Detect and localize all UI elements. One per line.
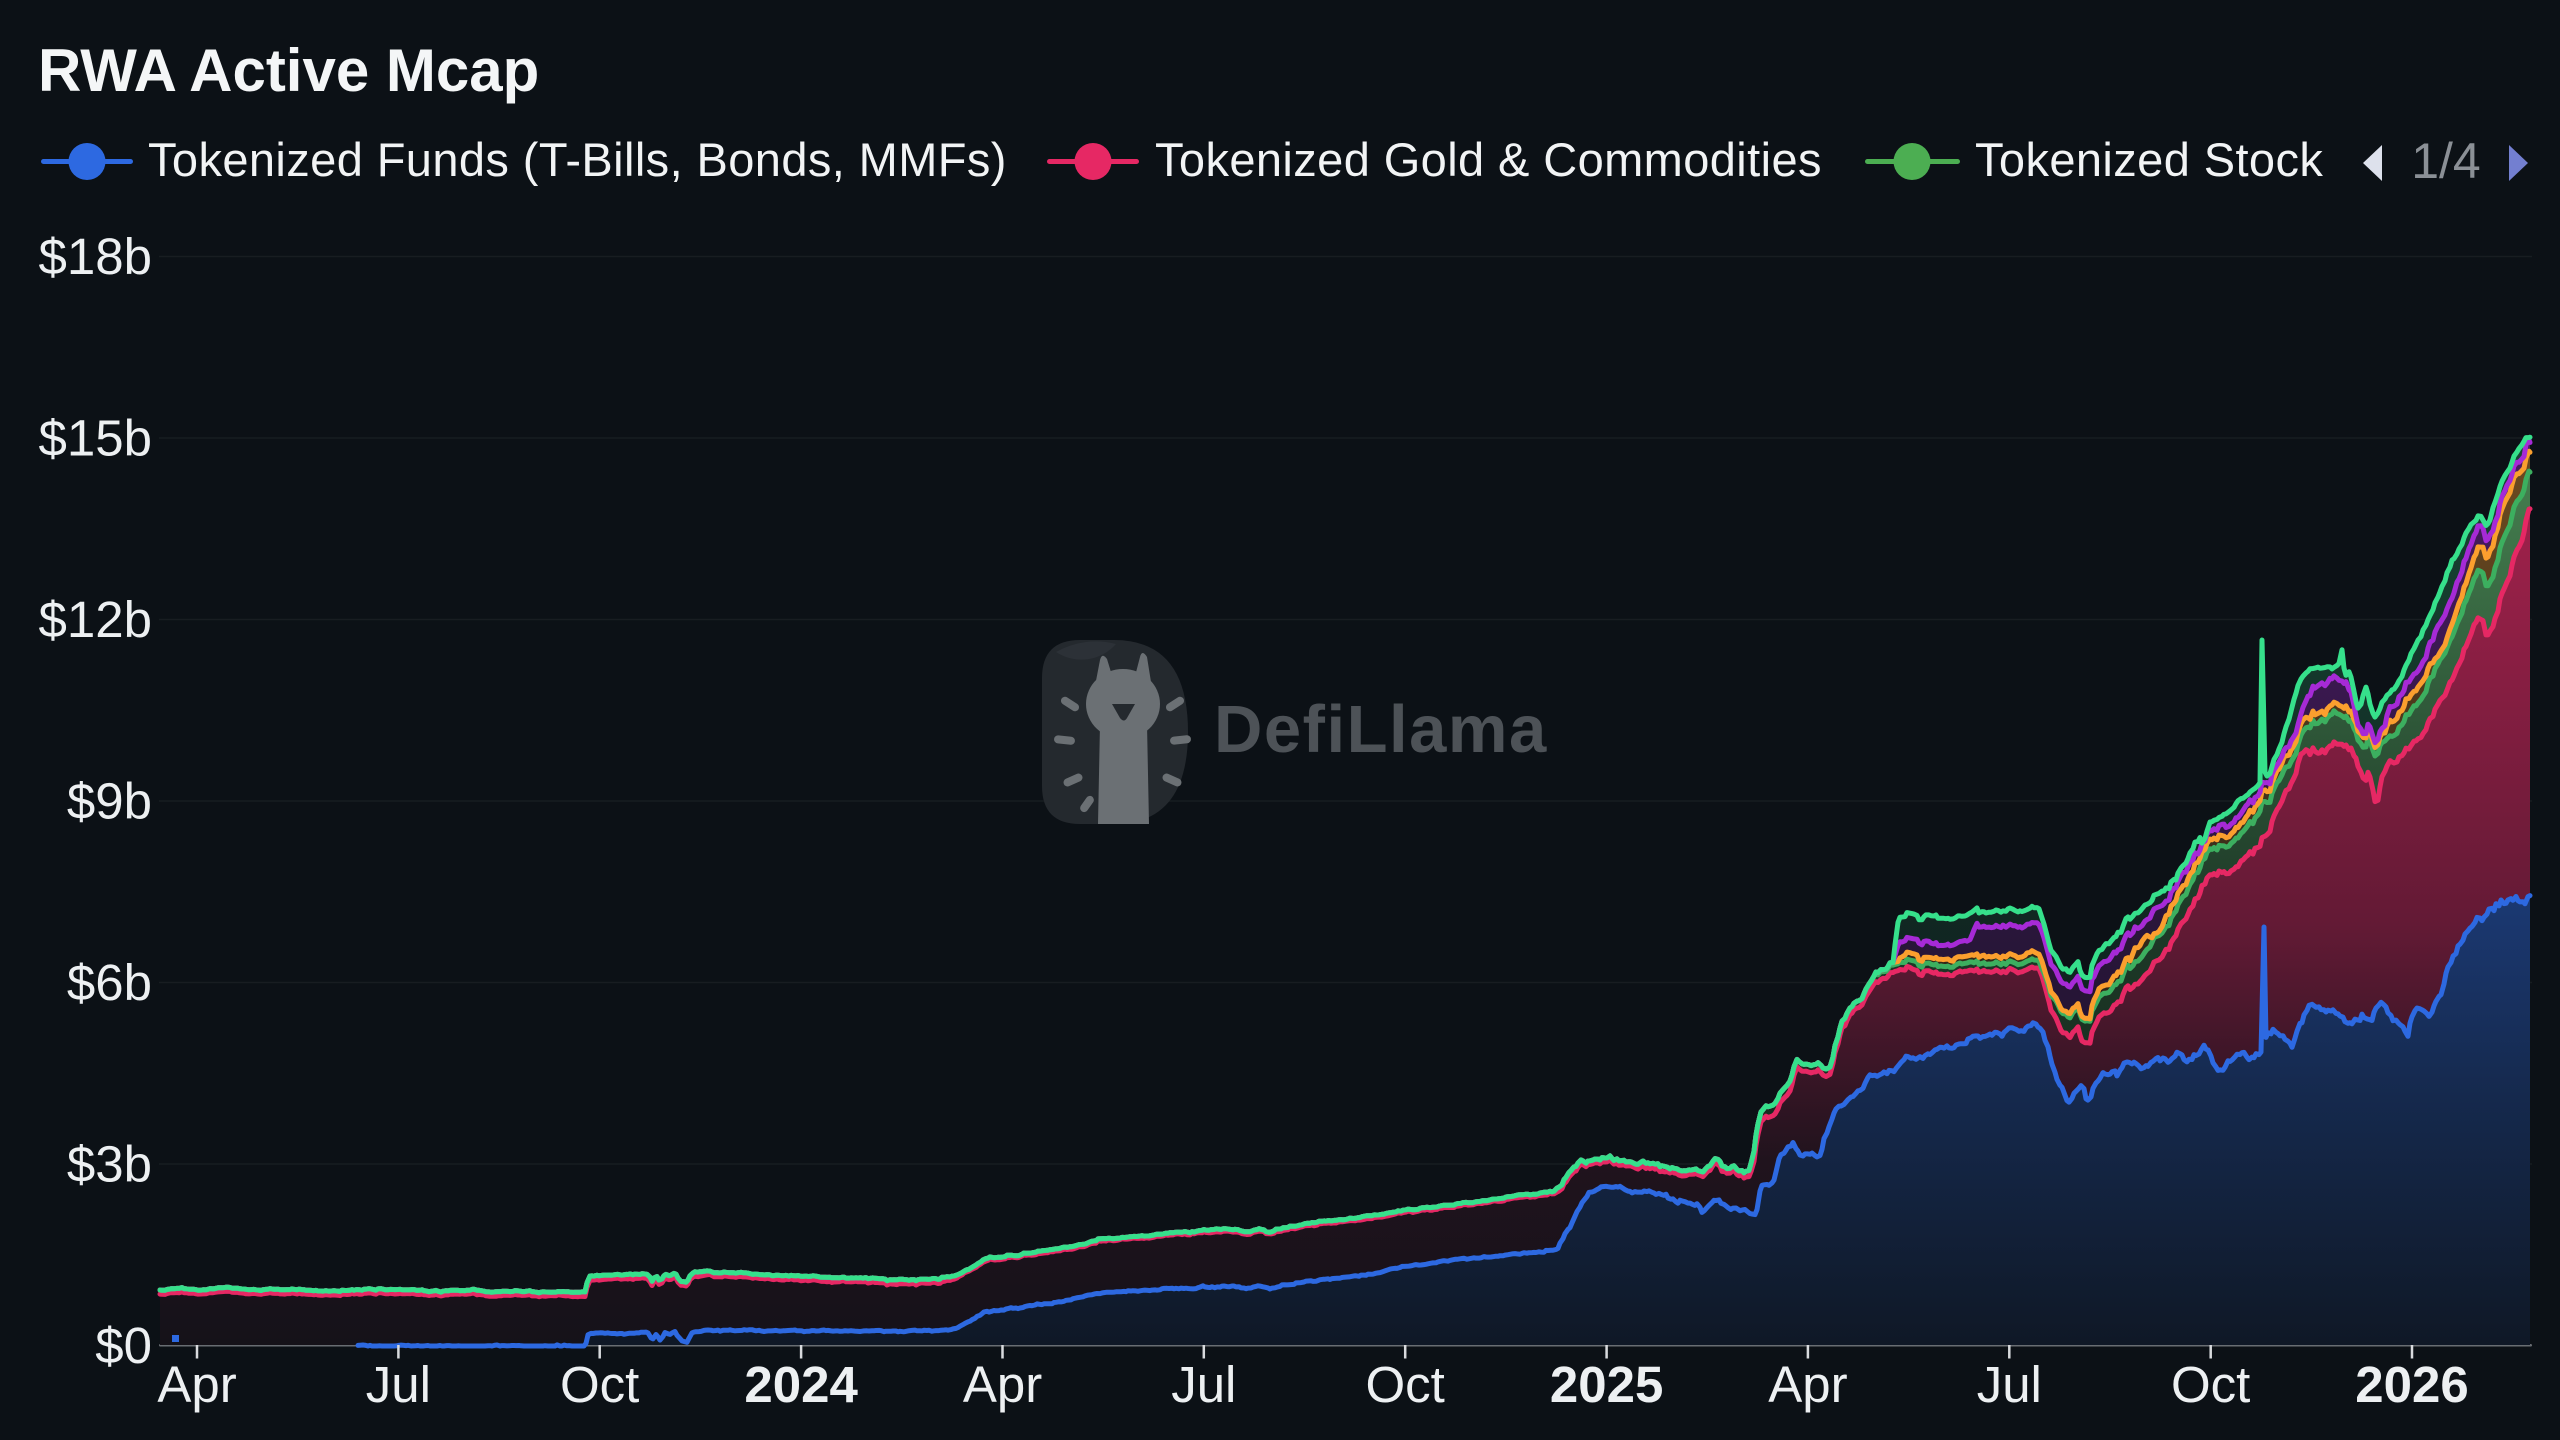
svg-text:Oct: Oct [560, 1356, 639, 1413]
svg-text:$18b: $18b [39, 228, 152, 285]
svg-text:$15b: $15b [39, 410, 152, 467]
svg-text:$3b: $3b [67, 1136, 152, 1193]
svg-text:$12b: $12b [39, 591, 152, 648]
svg-text:Oct: Oct [1366, 1356, 1445, 1413]
svg-text:Tokenized Gold & Commodities: Tokenized Gold & Commodities [1155, 133, 1822, 186]
svg-text:$9b: $9b [67, 773, 152, 830]
svg-text:2025: 2025 [1550, 1356, 1663, 1413]
svg-text:Tokenized Stock: Tokenized Stock [1975, 133, 2323, 186]
svg-text:DefiLlama: DefiLlama [1214, 692, 1548, 767]
svg-text:Apr: Apr [963, 1356, 1042, 1413]
svg-text:Apr: Apr [157, 1356, 236, 1413]
svg-text:2024: 2024 [744, 1356, 858, 1413]
svg-text:1/4: 1/4 [2411, 133, 2481, 189]
svg-text:Jul: Jul [1171, 1356, 1236, 1413]
svg-text:$6b: $6b [67, 954, 152, 1011]
svg-text:Oct: Oct [2171, 1356, 2250, 1413]
svg-text:Jul: Jul [366, 1356, 431, 1413]
svg-text:$0: $0 [95, 1317, 152, 1374]
svg-text:RWA Active Mcap: RWA Active Mcap [38, 37, 539, 104]
svg-text:2026: 2026 [2355, 1356, 2468, 1413]
svg-text:Tokenized Funds (T-Bills, Bond: Tokenized Funds (T-Bills, Bonds, MMFs) [148, 133, 1007, 186]
svg-text:Apr: Apr [1768, 1356, 1847, 1413]
svg-text:Jul: Jul [1977, 1356, 2042, 1413]
